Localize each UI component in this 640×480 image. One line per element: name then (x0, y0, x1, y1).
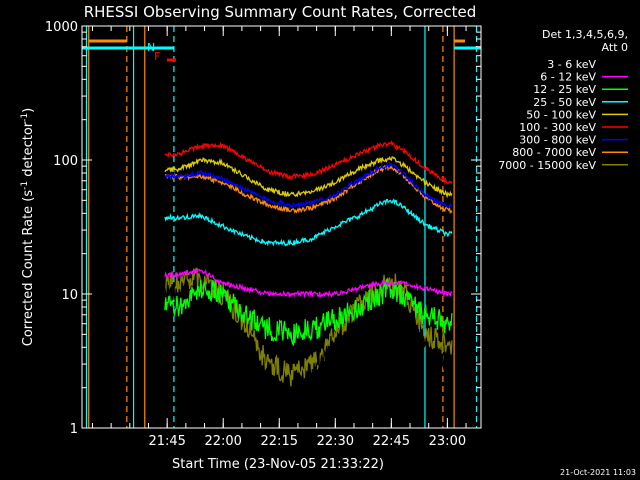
series-layer (164, 140, 453, 417)
axes: 1 10 100 1000 21:45 22:00 22:15 22:30 22:45 23:00 (45, 20, 482, 449)
y-tick-label: 100 (53, 154, 78, 169)
generation-timestamp: 21-Oct-2021 11:03 (560, 468, 636, 477)
x-tick-label: 22:15 (261, 434, 298, 449)
x-tick-label: 22:45 (373, 434, 410, 449)
x-tick-label: 23:00 (429, 434, 466, 449)
legend-label: 300 - 800 keV (519, 134, 596, 147)
chart-title: RHESSI Observing Summary Count Rates, Co… (84, 3, 477, 21)
x-tick-label: 21:45 (148, 434, 185, 449)
series-line (164, 277, 453, 347)
series-line (164, 162, 453, 215)
legend-label: 6 - 12 keV (540, 71, 596, 84)
x-axis-label: Start Time (23-Nov-05 21:33:22) (172, 457, 384, 472)
legend-label: 12 - 25 keV (533, 83, 596, 96)
series-line (164, 155, 453, 199)
x-tick-label: 22:30 (317, 434, 354, 449)
series-line (164, 267, 453, 299)
legend-label: 100 - 300 keV (519, 121, 596, 134)
plot-frame (81, 25, 482, 429)
flare-flag-label: F (154, 50, 160, 63)
y-tick-label: 10 (61, 288, 78, 303)
y-tick-label: 1000 (45, 20, 78, 35)
x-tick-label: 22:00 (204, 434, 241, 449)
series-line (164, 198, 453, 247)
night-flag-label: N (147, 41, 155, 54)
legend-header-line-1: Det 1,3,4,5,6,9, (542, 28, 628, 41)
y-axis-label: Corrected Count Rate (s-1 detector-1) (20, 108, 36, 346)
series-line (164, 140, 453, 185)
legend-header-line-2: Att 0 (602, 41, 628, 54)
legend-label: 800 - 7000 keV (512, 146, 596, 159)
legend-label: 50 - 100 keV (526, 108, 596, 121)
series-line (164, 160, 453, 209)
legend-label: 25 - 50 keV (533, 96, 596, 109)
y-tick-label: 1 (70, 422, 78, 437)
legend-label: 3 - 6 keV (547, 58, 596, 71)
legend-label: 7000 - 15000 keV (498, 159, 596, 172)
series-line (164, 282, 453, 417)
